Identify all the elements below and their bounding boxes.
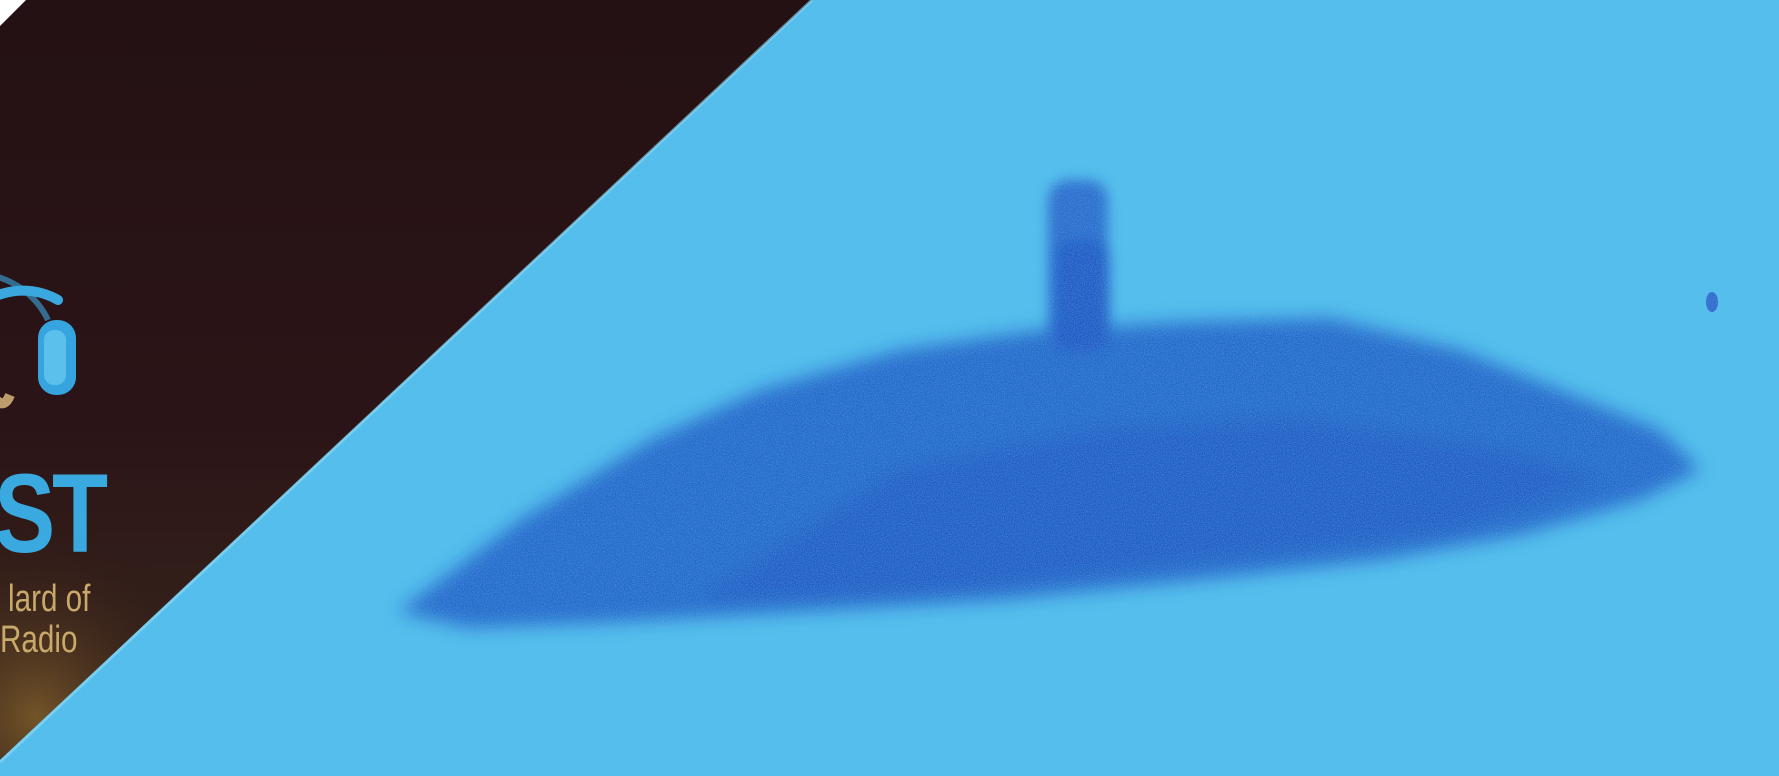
logo-tagline-line1: lard of bbox=[8, 578, 91, 620]
logo-wordmark: ST bbox=[0, 451, 108, 576]
headphones-icon bbox=[0, 274, 76, 409]
logo-tagline-line2: Radio bbox=[0, 619, 78, 661]
